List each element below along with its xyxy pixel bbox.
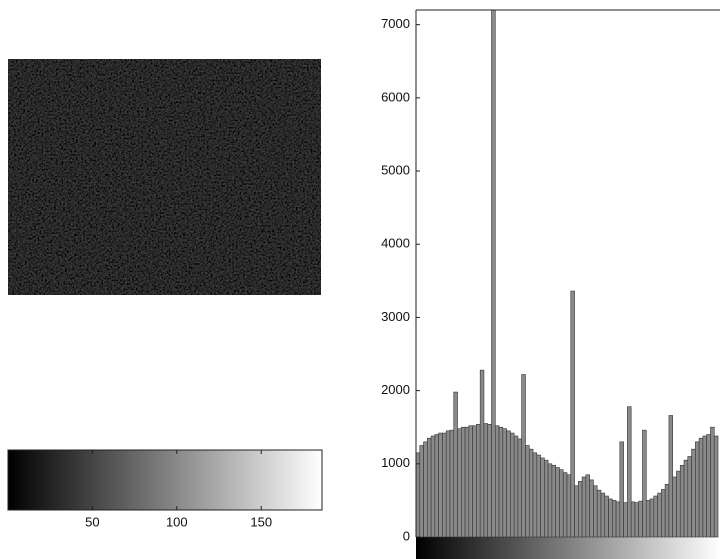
bar bbox=[600, 492, 606, 538]
bar bbox=[502, 428, 507, 538]
bar bbox=[668, 415, 673, 538]
bar bbox=[710, 426, 715, 538]
bar bbox=[691, 448, 696, 538]
y-tick-label: 1000 bbox=[381, 455, 410, 470]
y-tick-label: 4000 bbox=[381, 236, 410, 251]
bar bbox=[634, 502, 640, 538]
noise-image bbox=[8, 59, 321, 295]
x-tick-label: 150 bbox=[250, 514, 272, 529]
bar bbox=[566, 474, 572, 538]
bar bbox=[581, 476, 587, 538]
bar bbox=[589, 479, 594, 538]
bar bbox=[661, 489, 666, 538]
histogram: 0 1000 2000 3000 4000 5000 6000 7000 bbox=[381, 9, 720, 559]
bar bbox=[713, 435, 719, 538]
bar bbox=[672, 476, 677, 538]
colorbar: 50 100 150 bbox=[7, 449, 323, 529]
bar bbox=[608, 498, 613, 538]
bar bbox=[468, 425, 473, 538]
bar bbox=[498, 426, 504, 538]
bar bbox=[623, 502, 628, 538]
bar bbox=[464, 426, 470, 538]
bar bbox=[695, 441, 700, 538]
bar bbox=[547, 463, 553, 538]
bar bbox=[472, 425, 477, 538]
bar bbox=[506, 430, 511, 538]
bar bbox=[687, 456, 692, 538]
bar bbox=[483, 423, 489, 538]
x-tick-label: 50 bbox=[85, 514, 99, 529]
bar bbox=[664, 483, 670, 538]
bar bbox=[611, 500, 617, 538]
bar bbox=[676, 470, 681, 538]
bar bbox=[638, 500, 643, 538]
bar bbox=[585, 474, 590, 538]
bar bbox=[604, 495, 609, 538]
bar bbox=[683, 459, 689, 538]
y-tick-label: 2000 bbox=[381, 382, 410, 397]
bar bbox=[476, 423, 481, 538]
bar bbox=[544, 459, 549, 538]
bar bbox=[536, 454, 541, 538]
bar bbox=[513, 435, 519, 538]
bar bbox=[479, 369, 485, 538]
bar bbox=[438, 432, 443, 538]
bar bbox=[457, 428, 462, 538]
bar bbox=[615, 501, 621, 538]
bar bbox=[517, 438, 522, 538]
bar bbox=[525, 445, 530, 538]
bar bbox=[555, 467, 560, 538]
bar bbox=[491, 9, 496, 538]
bar bbox=[419, 445, 424, 538]
y-tick-label: 0 bbox=[403, 528, 410, 543]
bar bbox=[619, 441, 624, 538]
bar bbox=[430, 435, 436, 538]
bar bbox=[510, 432, 515, 538]
bar bbox=[487, 423, 492, 538]
bar bbox=[427, 437, 432, 538]
bar bbox=[578, 481, 583, 538]
y-tick-label: 7000 bbox=[381, 16, 410, 31]
bar bbox=[449, 429, 455, 538]
bar bbox=[593, 485, 598, 538]
bar bbox=[657, 492, 662, 538]
bar bbox=[528, 448, 534, 538]
bar bbox=[698, 437, 704, 538]
bar bbox=[559, 469, 564, 538]
bar bbox=[679, 464, 685, 538]
histogram-gradient bbox=[416, 537, 720, 559]
bar bbox=[649, 498, 655, 538]
bar bbox=[627, 406, 632, 538]
bar bbox=[630, 501, 636, 538]
bar bbox=[453, 391, 458, 538]
bar bbox=[574, 485, 579, 538]
x-tick-label: 100 bbox=[166, 514, 188, 529]
colorbar-gradient bbox=[7, 449, 323, 511]
bar bbox=[434, 434, 439, 538]
bar bbox=[415, 452, 421, 538]
bar bbox=[562, 472, 568, 538]
bar bbox=[423, 441, 428, 538]
bar bbox=[540, 457, 545, 538]
bar bbox=[702, 435, 707, 538]
y-tick-label: 6000 bbox=[381, 89, 410, 104]
y-tick-label: 5000 bbox=[381, 162, 410, 177]
bar bbox=[645, 500, 651, 538]
bar bbox=[706, 434, 711, 538]
bar bbox=[570, 290, 575, 538]
bar bbox=[521, 374, 526, 538]
bar bbox=[532, 452, 538, 538]
y-tick-label: 3000 bbox=[381, 309, 410, 324]
bar bbox=[596, 489, 602, 538]
bar bbox=[442, 432, 447, 538]
bar bbox=[460, 426, 466, 538]
bar bbox=[494, 425, 500, 538]
bar bbox=[642, 429, 647, 538]
bar bbox=[653, 495, 658, 538]
bar bbox=[551, 464, 556, 538]
bar bbox=[445, 430, 451, 538]
